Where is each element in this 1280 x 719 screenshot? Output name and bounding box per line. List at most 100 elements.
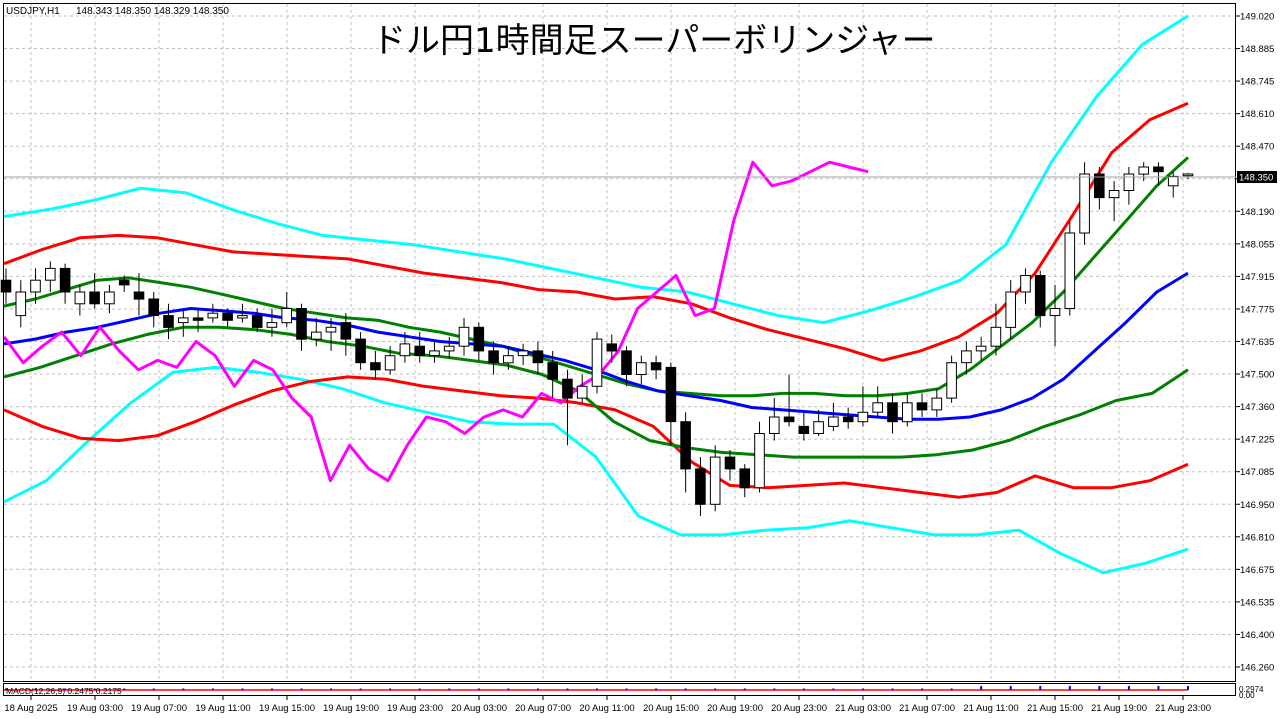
candle bbox=[562, 369, 573, 446]
candle-body bbox=[1034, 275, 1046, 317]
candle-body bbox=[783, 416, 795, 423]
macd-histogram-bar bbox=[1068, 686, 1071, 690]
x-tick-label: 21 Aug 15:00 bbox=[1027, 703, 1083, 714]
candle bbox=[532, 341, 544, 375]
candle-body bbox=[0, 279, 12, 293]
x-tick-label: 19 Aug 15:00 bbox=[259, 703, 315, 714]
candle bbox=[828, 402, 839, 432]
candle bbox=[739, 464, 751, 498]
candle-body bbox=[296, 308, 307, 340]
candle-body bbox=[443, 345, 455, 352]
candle-body bbox=[399, 343, 411, 357]
candle-body bbox=[74, 291, 86, 305]
macd-histogram-bar bbox=[182, 688, 185, 690]
candle-body bbox=[931, 397, 943, 411]
candle-body bbox=[562, 378, 573, 399]
y-tick-label: 147.635 bbox=[1240, 337, 1274, 348]
candle-body bbox=[916, 402, 928, 411]
candle-body bbox=[1005, 291, 1017, 328]
x-tick-label: 21 Aug 11:00 bbox=[963, 703, 1018, 714]
macd-histogram-bar bbox=[1127, 686, 1130, 690]
y-tick-label: 146.535 bbox=[1240, 597, 1274, 608]
candle-body bbox=[1182, 173, 1194, 177]
candle-body bbox=[237, 315, 248, 319]
candle bbox=[89, 273, 100, 309]
candle bbox=[754, 421, 765, 493]
y-tick-label: 146.260 bbox=[1240, 663, 1274, 674]
macd-histogram-bar bbox=[950, 688, 953, 690]
candle-body bbox=[517, 350, 529, 357]
candle bbox=[857, 386, 869, 427]
candle bbox=[1034, 270, 1046, 328]
candle-body bbox=[473, 326, 485, 352]
candle-body bbox=[325, 326, 337, 333]
x-tick-label: 20 Aug 07:00 bbox=[515, 703, 571, 714]
macd-histogram-bar bbox=[300, 688, 303, 690]
macd-histogram-bar bbox=[270, 688, 273, 690]
macd-histogram-bar bbox=[832, 688, 835, 690]
candle bbox=[163, 303, 174, 340]
candle bbox=[399, 332, 411, 363]
y-axis: 149.020 148.885 148.745 148.610 148.470 148.3… bbox=[1236, 12, 1274, 674]
candle bbox=[207, 303, 219, 323]
candle bbox=[45, 261, 56, 292]
candle bbox=[325, 317, 337, 351]
candle bbox=[488, 341, 499, 375]
candle bbox=[724, 450, 736, 481]
y-tick-label: 147.915 bbox=[1240, 272, 1274, 283]
candle bbox=[1182, 172, 1194, 179]
macd-histogram-bar bbox=[34, 688, 37, 690]
candle bbox=[769, 398, 780, 441]
macd-histogram-bar bbox=[625, 688, 628, 690]
macd-histogram-bar bbox=[211, 688, 214, 690]
minus3-band bbox=[3, 365, 1189, 575]
candle-body bbox=[503, 355, 514, 364]
macd-histogram-bar bbox=[418, 688, 421, 690]
macd-histogram-bar bbox=[714, 688, 717, 690]
y-tick-label: 146.400 bbox=[1240, 630, 1274, 641]
candle bbox=[1020, 268, 1031, 304]
candle bbox=[946, 355, 957, 403]
candle-body bbox=[355, 338, 366, 364]
candle bbox=[74, 284, 86, 316]
candle-body bbox=[946, 362, 957, 399]
candle bbox=[680, 412, 691, 493]
macd-histogram-bar bbox=[330, 688, 333, 690]
candle-body bbox=[724, 456, 736, 470]
candle bbox=[15, 280, 27, 328]
candle-body bbox=[340, 322, 352, 340]
candle-body bbox=[975, 345, 987, 352]
chart-title: ドル円1時間足スーパーボリンジャー bbox=[372, 21, 936, 61]
macd-histogram-bar bbox=[152, 688, 155, 690]
candle bbox=[296, 303, 307, 351]
x-tick-label: 18 Aug 2025 bbox=[4, 703, 57, 714]
candle bbox=[104, 284, 115, 314]
candle bbox=[1167, 171, 1179, 198]
y-tick-label: 146.950 bbox=[1240, 500, 1274, 511]
candle-body bbox=[15, 291, 27, 317]
candle bbox=[118, 275, 130, 292]
candle-body bbox=[606, 343, 618, 352]
candle-body bbox=[1138, 166, 1150, 175]
macd-histogram-bar bbox=[507, 688, 510, 690]
x-tick-label: 21 Aug 07:00 bbox=[899, 703, 955, 714]
candle bbox=[709, 445, 721, 512]
macd-histogram-bar bbox=[241, 688, 244, 690]
x-tick-label: 19 Aug 19:00 bbox=[323, 703, 379, 714]
candle-body bbox=[251, 315, 263, 328]
x-axis: 18 Aug 2025 19 Aug 03:00 19 Aug 07:00 19 Au… bbox=[4, 696, 1211, 714]
candle-body bbox=[532, 350, 544, 364]
candle-body bbox=[621, 350, 632, 375]
candle bbox=[458, 317, 470, 356]
candle bbox=[887, 393, 898, 434]
candle-body bbox=[813, 421, 824, 435]
candle bbox=[872, 386, 884, 417]
candle-body bbox=[591, 338, 603, 387]
candle bbox=[1108, 181, 1120, 222]
candle bbox=[606, 334, 618, 363]
candles bbox=[0, 162, 1194, 517]
grid bbox=[4, 4, 1236, 682]
candle bbox=[636, 355, 647, 384]
y-tick-label: 149.020 bbox=[1240, 12, 1274, 23]
candle-body bbox=[414, 345, 425, 357]
